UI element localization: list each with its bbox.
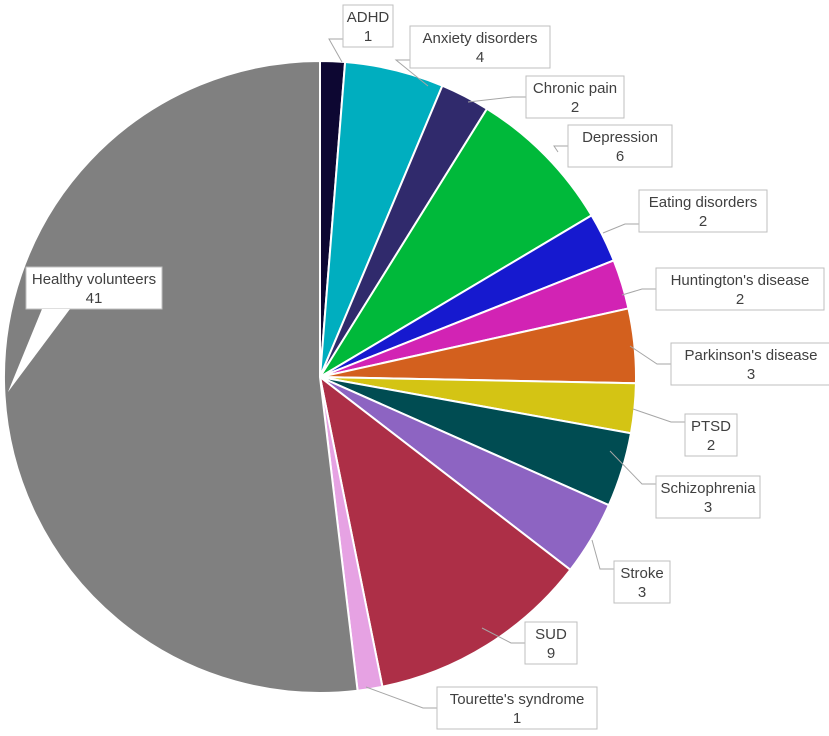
label-schizophrenia: Schizophrenia 3 [609,450,761,519]
leader-line [609,450,656,485]
leader-line [328,38,343,63]
label-box [524,621,578,665]
slice-label-value: 4 [476,49,484,66]
leader-line [602,223,639,234]
slice-label-value: 3 [704,499,712,516]
slice-depression [319,107,593,378]
label-box [684,413,738,457]
slice-label-value: 3 [747,366,755,383]
label-adhd: ADHD 1 [328,4,394,63]
pie-slices [2,59,637,694]
label-box [613,560,671,604]
slice-label-name: PTSD [691,418,731,435]
slice-label-name: Chronic pain [533,80,617,97]
label-chronic-pain: Chronic pain 2 [467,75,625,119]
label-eating-disorders: Eating disorders 2 [602,189,768,234]
label-stroke: Stroke 3 [591,539,671,604]
slice-label-value: 2 [571,99,579,116]
label-depression: Depression 6 [553,124,673,168]
leader-line [553,145,568,153]
slice-label-value: 3 [638,584,646,601]
slice-label-name: Anxiety disorders [422,30,537,47]
label-box [409,25,551,69]
slice-label-name: Stroke [620,565,663,582]
label-sud: SUD 9 [481,621,578,665]
leader-line [632,408,685,423]
slice-label-value: 2 [736,291,744,308]
slice-label-name: Tourette's syndrome [450,691,585,708]
slice-label-value: 41 [86,290,103,307]
slice-label-name: SUD [535,626,567,643]
label-box [655,475,761,519]
label-healthy-volunteers: Healthy volunteers 41 [8,266,163,392]
label-pointer [8,309,70,392]
leader-line [467,96,526,103]
slice-label-name: Parkinson's disease [685,347,818,364]
slice-label-value: 9 [547,645,555,662]
label-anxiety-disorders: Anxiety disorders 4 [394,25,551,87]
slice-healthy-volunteers [2,59,359,694]
slice-label-name: Eating disorders [649,194,757,211]
leader-line [394,59,429,87]
label-box [525,75,625,119]
label-box [342,4,394,48]
leader-line [365,686,437,709]
label-box [655,267,825,311]
label-box [25,266,163,310]
slice-label-name: Healthy volunteers [32,271,156,288]
label-box [670,342,829,386]
slice-label-name: Schizophrenia [660,480,756,497]
slice-label-value: 1 [364,28,372,45]
slice-label-value: 2 [707,437,715,454]
leader-line [591,539,614,570]
slice-label-value: 1 [513,710,521,727]
label-box [436,686,598,730]
label-parkinson-s-disease: Parkinson's disease 3 [629,342,829,386]
label-box [638,189,768,233]
slice-label-name: ADHD [347,9,390,26]
leader-line [481,627,525,644]
label-box [567,124,673,168]
slice-label-value: 2 [699,213,707,230]
label-ptsd: PTSD 2 [632,408,738,457]
slice-label-name: Huntington's disease [671,272,810,289]
slice-sud [318,374,572,688]
slice-label-name: Depression [582,129,658,146]
leader-line [629,345,671,365]
slice-label-value: 6 [616,148,624,165]
leader-line [621,288,656,296]
label-tourette-s-syndrome: Tourette's syndrome 1 [365,686,598,730]
label-huntington-s-disease: Huntington's disease 2 [621,267,825,311]
